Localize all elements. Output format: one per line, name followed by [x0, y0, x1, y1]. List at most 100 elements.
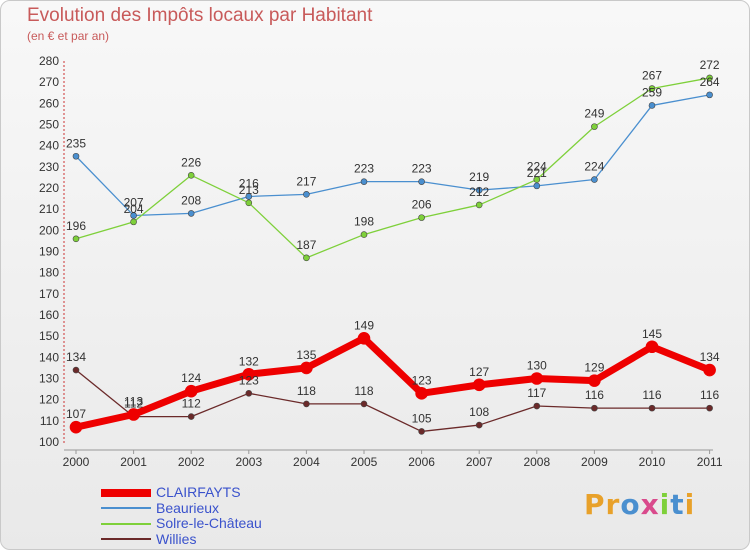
data-point — [475, 201, 483, 209]
chart-title: Evolution des Impôts locaux par Habitant — [27, 5, 373, 26]
data-label: 224 — [527, 160, 547, 174]
data-point — [645, 340, 659, 354]
data-label: 235 — [66, 136, 86, 150]
y-tick-label: 220 — [39, 181, 59, 195]
data-point — [303, 400, 310, 408]
x-tick-label: 2000 — [63, 455, 90, 469]
data-label: 223 — [354, 162, 374, 176]
data-label: 259 — [642, 85, 662, 99]
data-label: 219 — [469, 170, 489, 184]
data-point — [418, 214, 425, 221]
data-point — [187, 210, 195, 217]
y-tick-label: 250 — [39, 118, 59, 132]
y-tick-label: 240 — [39, 139, 59, 153]
proxiti-logo: Proxiti — [584, 488, 696, 521]
x-tick-label: 2005 — [351, 455, 378, 469]
data-label: 132 — [239, 354, 259, 368]
data-label: 226 — [181, 155, 201, 169]
data-label: 116 — [700, 388, 719, 402]
series-line-Beaurieux — [75, 94, 711, 217]
data-point — [418, 178, 425, 185]
data-label: 116 — [585, 388, 604, 402]
data-label: 204 — [124, 202, 144, 216]
data-point — [706, 91, 713, 99]
data-point — [472, 378, 486, 392]
data-point — [706, 74, 713, 82]
data-label: 129 — [584, 361, 604, 375]
y-tick-label: 280 — [39, 54, 59, 68]
y-tick-label: 130 — [39, 372, 59, 386]
data-point — [533, 176, 541, 183]
y-tick-label: 100 — [39, 435, 59, 449]
data-label: 224 — [584, 160, 604, 174]
y-tick-label: 260 — [39, 96, 59, 110]
data-point — [187, 172, 195, 179]
x-tick-label: 2006 — [408, 455, 435, 469]
data-point — [303, 191, 310, 198]
data-point — [475, 186, 483, 194]
data-label: 213 — [239, 183, 259, 197]
data-label: 272 — [700, 58, 720, 72]
data-label: 108 — [469, 405, 489, 419]
data-label: 123 — [239, 373, 259, 387]
data-label: 127 — [469, 365, 489, 379]
data-point — [360, 178, 368, 185]
x-tick-label: 2002 — [178, 455, 205, 469]
legend-swatch — [101, 538, 151, 541]
data-label: 198 — [354, 215, 374, 229]
legend-swatch — [101, 522, 151, 525]
data-point — [360, 231, 368, 238]
data-label: 212 — [469, 185, 489, 199]
y-tick-label: 230 — [39, 160, 59, 174]
data-label: 130 — [527, 359, 547, 373]
data-label: 116 — [642, 388, 661, 402]
y-tick-label: 180 — [39, 266, 59, 280]
data-point — [303, 254, 310, 262]
data-point — [703, 363, 716, 377]
data-point — [245, 193, 253, 200]
x-tick-label: 2007 — [466, 455, 493, 469]
data-point — [475, 421, 483, 429]
data-point — [648, 85, 656, 92]
data-label: 118 — [297, 384, 316, 398]
data-label: 135 — [296, 348, 316, 362]
data-label: 206 — [412, 198, 432, 212]
data-point — [184, 384, 198, 398]
data-point — [300, 361, 313, 375]
data-label: 208 — [181, 193, 201, 207]
y-tick-label: 120 — [39, 393, 59, 407]
data-label: 105 — [412, 411, 432, 425]
data-point — [533, 402, 541, 410]
data-point — [360, 400, 368, 408]
data-label: 264 — [700, 75, 720, 89]
data-point — [591, 123, 598, 130]
data-label: 123 — [412, 373, 432, 387]
data-label: 107 — [66, 407, 86, 421]
data-point — [648, 404, 656, 412]
legend-label: Willies — [156, 530, 197, 547]
data-label: 187 — [296, 238, 316, 252]
data-point — [130, 212, 137, 219]
data-point — [187, 413, 195, 420]
data-point — [242, 367, 256, 381]
legend-swatch — [101, 507, 151, 510]
data-label: 223 — [412, 162, 432, 176]
data-point — [245, 199, 253, 207]
data-label: 112 — [124, 397, 143, 411]
data-point — [72, 366, 80, 374]
data-label: 113 — [124, 394, 143, 408]
y-tick-label: 270 — [39, 75, 59, 89]
chart-subtitle: (en € et par an) — [27, 29, 110, 43]
x-tick-label: 2003 — [235, 455, 262, 469]
data-label: 134 — [700, 350, 720, 364]
x-tick-label: 2001 — [120, 455, 147, 469]
data-point — [591, 404, 598, 412]
data-label: 118 — [354, 384, 373, 398]
data-label: 117 — [527, 386, 546, 400]
data-point — [245, 390, 253, 397]
data-point — [357, 331, 371, 345]
data-point — [415, 387, 428, 400]
data-label: 124 — [181, 371, 201, 385]
